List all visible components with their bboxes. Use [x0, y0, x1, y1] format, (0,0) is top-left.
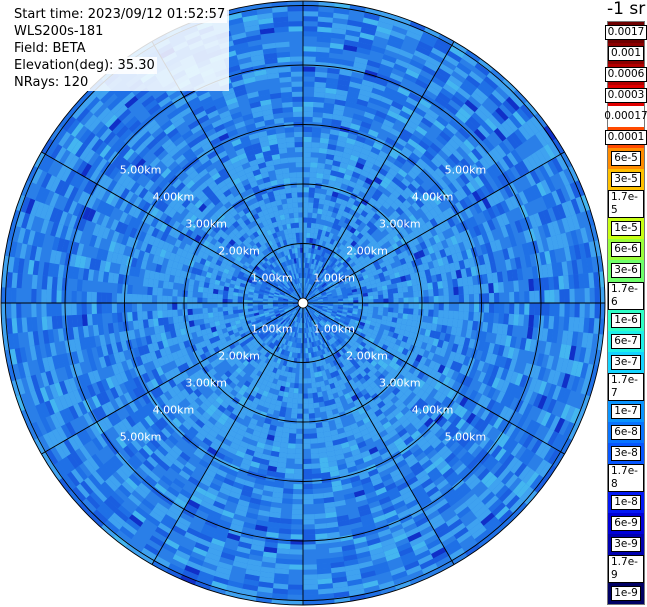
- colorbar-tick-label: 0.00017: [604, 110, 647, 123]
- colorbar-step: 1e-7: [608, 400, 644, 422]
- range-label: 4.00km: [412, 403, 454, 416]
- colorbar-step: 0.00017: [604, 106, 647, 128]
- colorbar-step: 3e-9: [608, 533, 644, 555]
- colorbar-unit: -1 sr: [607, 0, 646, 19]
- colorbar-tick-label: 0.0001: [604, 130, 647, 146]
- range-label: 3.00km: [379, 376, 421, 389]
- colorbar-tick-label: 0.0017: [604, 25, 647, 41]
- ppi-scan-plot: 1.00km 1.00km 1.00km 1.00km 2.00km 2.00km 2.00…: [0, 0, 606, 606]
- colorbar-tick-label: 3e-6: [611, 263, 641, 279]
- colorbar-tick-label: 1e-6: [611, 312, 641, 328]
- colorbar-tick-label: 1.7e-5: [608, 190, 644, 219]
- colorbar-step: 1.7e-9: [608, 554, 644, 583]
- colorbar-step: 1.7e-7: [608, 372, 644, 401]
- range-label: 1.00km: [313, 323, 355, 336]
- range-label: 4.00km: [412, 191, 454, 204]
- colorbar-tick-label: 1e-7: [611, 403, 641, 419]
- range-label: 1.00km: [313, 271, 355, 284]
- colorbar-step: 1.7e-6: [608, 281, 644, 310]
- colorbar-tick-label: 3e-9: [611, 536, 641, 552]
- colorbar-tick-label: 1e-9: [611, 585, 641, 601]
- range-label: 5.00km: [120, 430, 162, 443]
- range-label: 4.00km: [153, 403, 195, 416]
- range-label: 3.00km: [379, 218, 421, 231]
- azimuth-spoke: [41, 302, 304, 455]
- colorbar-tick-label: 1.7e-8: [608, 463, 644, 492]
- nrays-value: NRays: 120: [12, 74, 91, 91]
- range-label: 3.00km: [185, 376, 227, 389]
- azimuth-spoke: [41, 151, 304, 304]
- center-marker: [297, 297, 309, 309]
- colorbar-step: 0.0006: [604, 64, 647, 86]
- colorbar-tick-label: 0.001: [607, 46, 645, 62]
- colorbar-step: 1.7e-5: [608, 190, 644, 219]
- colorbar-step: 0.0017: [604, 22, 647, 44]
- range-label: 3.00km: [185, 218, 227, 231]
- start-time: Start time: 2023/09/12 01:52:57: [12, 6, 228, 23]
- azimuth-spoke: [302, 302, 455, 565]
- colorbar: 0.0017 0.001 0.0006 0.0003 0.00017 0.0001 6e-5…: [604, 21, 647, 605]
- colorbar-step: 3e-8: [608, 442, 644, 464]
- azimuth-spoke: [302, 41, 455, 304]
- range-label: 4.00km: [153, 191, 195, 204]
- colorbar-step: 0.0001: [604, 127, 647, 149]
- colorbar-tick-label: 0.0003: [604, 88, 647, 104]
- range-label: 2.00km: [346, 350, 388, 363]
- colorbar-step: 6e-6: [608, 239, 644, 261]
- colorbar-tick-label: 1.7e-6: [608, 281, 644, 310]
- azimuth-spokes: [1, 1, 605, 605]
- colorbar-tick-label: 1.7e-7: [608, 372, 644, 401]
- colorbar-step: 0.001: [607, 43, 645, 65]
- azimuth-spoke: [151, 302, 304, 565]
- colorbar-tick-label: 6e-6: [611, 242, 641, 258]
- colorbar-tick-label: 6e-9: [611, 515, 641, 531]
- azimuth-spoke: [302, 302, 565, 455]
- colorbar-step: 1e-5: [608, 218, 644, 240]
- colorbar-step: 1e-9: [608, 582, 644, 604]
- range-label: 5.00km: [445, 164, 487, 177]
- colorbar-step: 3e-5: [608, 169, 644, 191]
- instrument-name: WLS200s-181: [12, 23, 106, 40]
- field-name: Field: BETA: [12, 40, 88, 57]
- colorbar-step: 1.7e-8: [608, 463, 644, 492]
- range-label: 1.00km: [251, 323, 293, 336]
- range-labels: 1.00km 1.00km 1.00km 1.00km 2.00km 2.00km 2.00…: [120, 164, 486, 444]
- colorbar-tick-label: 1e-8: [611, 494, 641, 510]
- colorbar-tick-label: 3e-8: [611, 445, 641, 461]
- elevation-value: Elevation(deg): 35.30: [12, 57, 157, 74]
- range-label: 2.00km: [346, 245, 388, 258]
- colorbar-tick-label: 6e-5: [611, 151, 641, 167]
- colorbar-tick-label: 6e-8: [611, 424, 641, 440]
- azimuth-spoke: [302, 151, 565, 304]
- colorbar-step: 1e-8: [608, 491, 644, 513]
- colorbar-step: 6e-9: [608, 512, 644, 534]
- colorbar-tick-label: 3e-7: [611, 354, 641, 370]
- scan-info: Start time: 2023/09/12 01:52:57 WLS200s-…: [10, 6, 230, 91]
- colorbar-step: 3e-7: [608, 351, 644, 373]
- colorbar-tick-label: 6e-7: [611, 333, 641, 349]
- range-label: 2.00km: [218, 245, 260, 258]
- range-label: 5.00km: [120, 164, 162, 177]
- colorbar-step: 0.0003: [604, 85, 647, 107]
- colorbar-tick-label: 3e-5: [611, 172, 641, 188]
- colorbar-step: 6e-7: [608, 330, 644, 352]
- range-label: 5.00km: [445, 430, 487, 443]
- colorbar-tick-label: 0.0006: [604, 67, 647, 83]
- colorbar-step: 6e-8: [608, 421, 644, 443]
- colorbar-step: 6e-5: [608, 148, 644, 170]
- colorbar-tick-label: 1e-5: [611, 221, 641, 237]
- colorbar-step: 3e-6: [608, 260, 644, 282]
- range-label: 1.00km: [251, 271, 293, 284]
- colorbar-step: 1e-6: [608, 309, 644, 331]
- range-label: 2.00km: [218, 350, 260, 363]
- colorbar-tick-label: 1.7e-9: [608, 554, 644, 583]
